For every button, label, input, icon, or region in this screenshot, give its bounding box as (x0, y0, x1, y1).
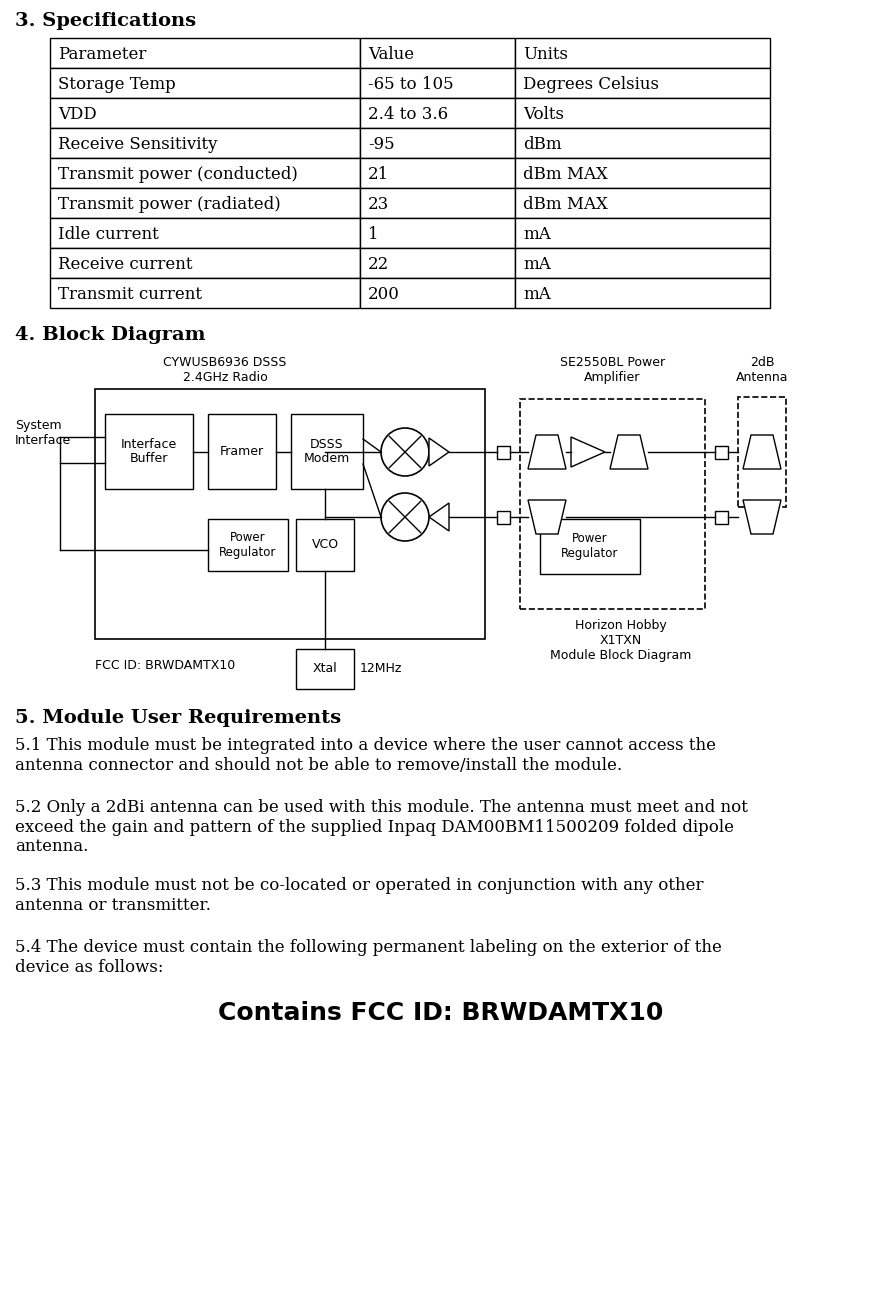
Bar (360, 188, 515, 218)
Text: dBm MAX: dBm MAX (523, 166, 608, 183)
Text: 5.1 This module must be integrated into a device where the user cannot access th: 5.1 This module must be integrated into … (15, 737, 716, 774)
Text: -95: -95 (368, 136, 394, 153)
Bar (50, 188, 360, 218)
Text: Receive current: Receive current (58, 256, 192, 273)
Text: -65 to 105: -65 to 105 (368, 75, 453, 94)
Bar (50, 159, 360, 188)
Text: 22: 22 (368, 256, 389, 273)
Text: 5.3 This module must not be co-located or operated in conjunction with any other: 5.3 This module must not be co-located o… (15, 878, 704, 914)
Text: SE2550BL Power
Amplifier: SE2550BL Power Amplifier (560, 356, 665, 384)
Bar (50, 218, 360, 248)
Bar (540, 519, 640, 575)
Bar (360, 68, 515, 98)
Bar (50, 278, 360, 308)
Bar (296, 649, 354, 689)
Bar (738, 396, 786, 507)
Text: 5. Module User Requirements: 5. Module User Requirements (15, 708, 341, 727)
Bar (95, 389, 485, 640)
Bar (515, 248, 770, 278)
Text: mA: mA (523, 286, 550, 303)
Text: 200: 200 (368, 286, 400, 303)
Polygon shape (743, 500, 781, 534)
Bar (515, 127, 770, 159)
Text: Value: Value (368, 46, 415, 62)
Polygon shape (429, 438, 449, 465)
Bar (715, 446, 728, 459)
Text: 3. Specifications: 3. Specifications (15, 12, 196, 30)
Text: Power
Regulator: Power Regulator (561, 533, 618, 560)
Bar (50, 68, 360, 98)
Bar (497, 446, 510, 459)
Text: Contains FCC ID: BRWDAMTX10: Contains FCC ID: BRWDAMTX10 (219, 1001, 663, 1024)
Polygon shape (571, 437, 605, 467)
Text: CYWUSB6936 DSSS
2.4GHz Radio: CYWUSB6936 DSSS 2.4GHz Radio (163, 356, 287, 384)
Bar (515, 68, 770, 98)
Polygon shape (528, 500, 566, 534)
Polygon shape (743, 436, 781, 469)
Text: Transmit power (radiated): Transmit power (radiated) (58, 196, 280, 213)
Text: VDD: VDD (58, 107, 97, 124)
Bar (520, 399, 705, 608)
Text: 23: 23 (368, 196, 389, 213)
Bar (515, 98, 770, 127)
Text: 21: 21 (368, 166, 389, 183)
Bar (360, 218, 515, 248)
Bar (360, 159, 515, 188)
Bar (50, 248, 360, 278)
Text: System
Interface: System Interface (15, 419, 71, 447)
Text: dBm MAX: dBm MAX (523, 196, 608, 213)
Text: 12MHz: 12MHz (360, 663, 402, 676)
Bar (50, 38, 360, 68)
Bar (360, 38, 515, 68)
Text: Horizon Hobby
X1TXN
Module Block Diagram: Horizon Hobby X1TXN Module Block Diagram (550, 619, 691, 662)
Bar (515, 278, 770, 308)
Text: 5.2 Only a 2dBi antenna can be used with this module. The antenna must meet and : 5.2 Only a 2dBi antenna can be used with… (15, 800, 748, 855)
Text: Degrees Celsius: Degrees Celsius (523, 75, 659, 94)
Bar (360, 127, 515, 159)
Text: VCO: VCO (311, 538, 339, 551)
Text: 2.4 to 3.6: 2.4 to 3.6 (368, 107, 448, 124)
Bar (360, 278, 515, 308)
Bar (208, 413, 276, 489)
Text: Volts: Volts (523, 107, 564, 124)
Bar (291, 413, 363, 489)
Bar (360, 98, 515, 127)
Bar (515, 188, 770, 218)
Text: mA: mA (523, 226, 550, 243)
Text: Units: Units (523, 46, 568, 62)
Bar (208, 519, 288, 571)
Text: FCC ID: BRWDAMTX10: FCC ID: BRWDAMTX10 (95, 659, 235, 672)
Text: Transmit power (conducted): Transmit power (conducted) (58, 166, 298, 183)
Text: 4. Block Diagram: 4. Block Diagram (15, 326, 206, 344)
Text: Parameter: Parameter (58, 46, 146, 62)
Bar (515, 159, 770, 188)
Bar (497, 511, 510, 524)
Bar (715, 511, 728, 524)
Text: Xtal: Xtal (312, 663, 338, 676)
Polygon shape (429, 503, 449, 530)
Text: Framer: Framer (220, 445, 264, 458)
Text: DSSS
Modem: DSSS Modem (304, 438, 350, 465)
Bar (360, 248, 515, 278)
Bar (50, 98, 360, 127)
Polygon shape (610, 436, 648, 469)
Polygon shape (528, 436, 566, 469)
Bar (296, 519, 354, 571)
Text: Receive Sensitivity: Receive Sensitivity (58, 136, 218, 153)
Text: Storage Temp: Storage Temp (58, 75, 176, 94)
Text: 5.4 The device must contain the following permanent labeling on the exterior of : 5.4 The device must contain the followin… (15, 939, 721, 975)
Text: Power
Regulator: Power Regulator (220, 530, 277, 559)
Text: Interface
Buffer: Interface Buffer (121, 438, 177, 465)
Text: Idle current: Idle current (58, 226, 159, 243)
Bar (105, 413, 193, 489)
Text: mA: mA (523, 256, 550, 273)
Text: Transmit current: Transmit current (58, 286, 202, 303)
Text: dBm: dBm (523, 136, 562, 153)
Text: 1: 1 (368, 226, 378, 243)
Bar (515, 38, 770, 68)
Bar (50, 127, 360, 159)
Bar (515, 218, 770, 248)
Text: 2dB
Antenna: 2dB Antenna (736, 356, 789, 384)
